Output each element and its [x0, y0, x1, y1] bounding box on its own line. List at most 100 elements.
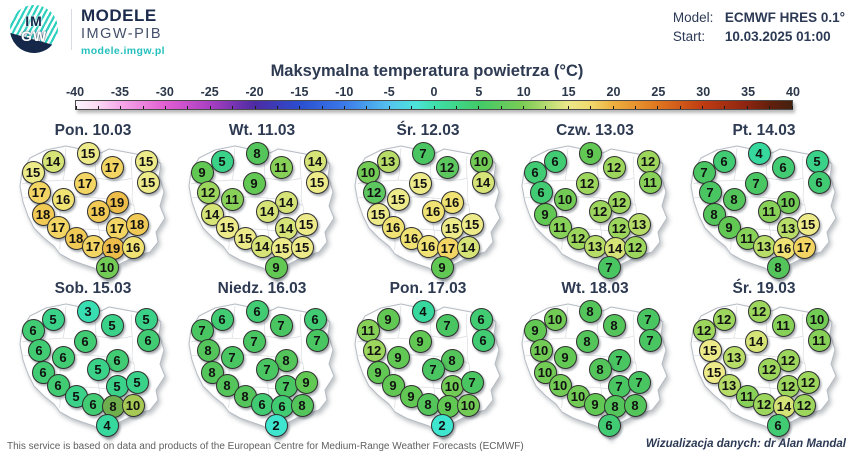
temperature-marker: 15 [386, 187, 410, 211]
colorbar-tick-mark [724, 106, 726, 109]
panel-map: 13 7 10 12 10 15 14 12 15 16 15 16 16 15 15 16 16 17 14 9 [343, 140, 513, 290]
temperature-marker: 17 [46, 215, 70, 239]
temperature-marker: 6 [21, 318, 45, 342]
temperature-marker: 16 [440, 190, 464, 214]
temperature-marker: 16 [421, 199, 445, 223]
panel-map: 6 4 7 6 5 7 6 7 8 10 8 11 9 13 15 11 13 16 17 8 [679, 140, 849, 290]
colorbar-tick-label: -35 [110, 85, 129, 99]
forecast-panel: Sob. 15.03 5 3 6 5 5 6 6 6 6 6 6 5 6 5 5 5 6 8 10 4 [8, 276, 178, 450]
temperature-marker: 7 [274, 374, 298, 398]
temperature-marker: 5 [105, 374, 129, 398]
colorbar-tick-mark [769, 106, 771, 109]
footer-credit: Wizualizacja danych: dr Alan Mandal [645, 438, 846, 450]
panel-map: 10 8 9 8 7 8 7 10 9 7 10 8 10 7 7 10 9 8 8 6 [510, 298, 680, 448]
colorbar-tick-mark [75, 106, 77, 109]
logo-text-im: IM [25, 13, 43, 29]
temperature-marker: 11 [269, 155, 293, 179]
temperature-marker: 2 [264, 413, 288, 437]
colorbar-tick-label: -30 [155, 85, 174, 99]
temperature-marker: 6 [245, 299, 269, 323]
colorbar-tick-label: 25 [651, 85, 666, 99]
colorbar-tick-mark [567, 106, 569, 109]
colorbar-tick-mark [254, 106, 256, 109]
temperature-marker: 2 [430, 413, 454, 437]
temperature-marker: 9 [578, 141, 602, 165]
panel-day-label: Wt. 11.03 [228, 122, 296, 139]
colorbar-tick-label: -5 [383, 85, 395, 99]
brand-url-link[interactable]: modele.imgw.pl [81, 45, 165, 58]
temperature-marker: 11 [807, 328, 831, 352]
temperature-marker: 8 [215, 373, 239, 397]
colorbar-tick-label: 30 [696, 85, 711, 99]
temperature-marker: 6 [46, 373, 70, 397]
temperature-marker: 7 [435, 313, 459, 337]
temperature-marker: 13 [583, 234, 607, 258]
temperature-marker: 8 [196, 338, 220, 362]
forecast-panel: Śr. 12.03 13 7 10 12 10 15 14 12 15 16 15 16 16 15 15 1… [343, 118, 513, 292]
colorbar-tick-label: 40 [786, 85, 800, 99]
colorbar-tick-label: 20 [606, 85, 621, 99]
panel-day-label: Czw. 13.03 [556, 122, 634, 139]
temperature-marker: 5 [805, 149, 829, 173]
temperature-marker: 14 [744, 329, 768, 353]
forecast-panel: Pon. 17.03 9 4 11 7 6 9 6 12 9 8 9 7 9 10 7 9 8 9 10 2 [343, 276, 513, 450]
panel-map: 6 9 6 12 12 12 11 6 10 12 9 12 11 12 13 12 13 14 12 7 [510, 140, 680, 290]
temperature-marker: 5 [210, 149, 234, 173]
temperature-marker: 8 [588, 357, 612, 381]
temperature-marker: 14 [456, 235, 480, 259]
temperature-marker: 16 [51, 187, 75, 211]
temperature-marker: 8 [578, 299, 602, 323]
temperature-marker: 7 [627, 370, 651, 394]
colorbar-tick-mark [634, 106, 636, 109]
colorbar-tick-mark [612, 106, 614, 109]
temperature-marker: 13 [717, 373, 741, 397]
temperature-marker: 12 [636, 149, 660, 173]
logo-divider [71, 9, 72, 50]
panel-day-label: Sob. 15.03 [54, 280, 132, 297]
colorbar-bar [75, 100, 793, 110]
temperature-marker: 7 [638, 328, 662, 352]
temperature-marker: 8 [440, 348, 464, 372]
temperature-marker: 10 [456, 393, 480, 417]
temperature-marker: 12 [588, 199, 612, 223]
temperature-marker: 7 [607, 374, 631, 398]
temperature-marker: 4 [747, 141, 771, 165]
temperature-marker: 14 [274, 216, 298, 240]
colorbar-tick-label: 15 [561, 85, 576, 99]
temperature-marker: 12 [435, 155, 459, 179]
colorbar-tick-mark [97, 106, 99, 109]
panel-day-label: Pt. 14.03 [732, 122, 796, 139]
panel-day-label: Śr. 19.03 [732, 280, 796, 297]
temperature-marker: 14 [250, 234, 274, 258]
temperature-marker: 13 [376, 149, 400, 173]
panel-map: 5 3 6 5 5 6 6 6 6 6 6 5 6 5 5 5 6 8 10 4 [8, 298, 178, 448]
temperature-marker: 15 [21, 160, 45, 184]
temperature-marker: 7 [269, 313, 293, 337]
temperature-marker: 6 [523, 160, 547, 184]
colorbar-tick-mark [746, 106, 748, 109]
temperature-marker: 9 [430, 255, 454, 279]
temperature-marker: 7 [255, 357, 279, 381]
brand-name: MODELE [81, 6, 157, 25]
temperature-marker: 17 [105, 216, 129, 240]
temperature-marker: 8 [290, 393, 314, 417]
temperature-marker: 6 [303, 307, 327, 331]
temperature-marker: 17 [27, 180, 51, 204]
temperature-marker: 6 [597, 413, 621, 437]
temperature-marker: 15 [796, 212, 820, 236]
temperature-marker: 9 [381, 373, 405, 397]
model-value: ECMWF HRES 0.1° [724, 10, 845, 25]
temperature-marker: 10 [543, 307, 567, 331]
temperature-marker: 10 [440, 374, 464, 398]
temperature-marker: 12 [607, 190, 631, 214]
temperature-marker: 7 [744, 171, 768, 195]
temperature-marker: 14 [603, 236, 627, 260]
temperature-marker: 10 [95, 255, 119, 279]
temperature-marker: 8 [245, 141, 269, 165]
temperature-marker: 15 [294, 212, 318, 236]
temperature-marker: 15 [136, 170, 160, 194]
temperature-marker: 6 [471, 328, 495, 352]
imgw-logo: IM GW [10, 5, 58, 53]
colorbar-tick-mark [523, 106, 524, 109]
